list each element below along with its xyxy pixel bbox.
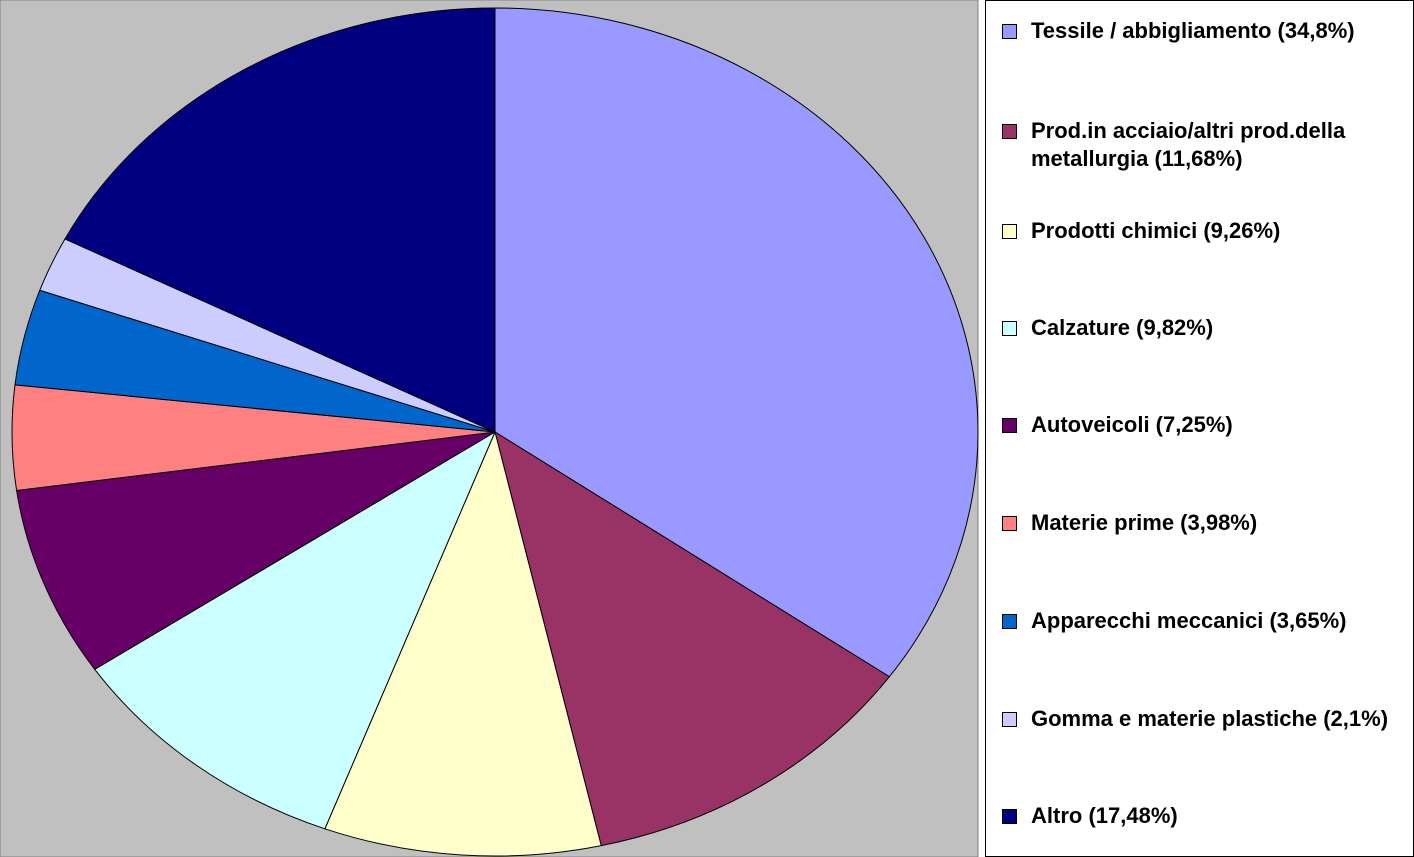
pie-slice xyxy=(324,430,602,857)
pie-slice xyxy=(93,430,497,830)
legend-swatch xyxy=(1002,224,1017,239)
legend-swatch xyxy=(1002,809,1017,824)
legend-swatch xyxy=(1002,321,1017,336)
legend-swatch xyxy=(1002,712,1017,727)
legend-label: Tessile / abbigliamento (34,8%) xyxy=(1031,18,1355,43)
legend-label: Prodotti chimici (9,26%) xyxy=(1031,218,1281,243)
legend-label: Gomma e materie plastiche (2,1%) xyxy=(1031,706,1389,731)
legend-swatch xyxy=(1002,418,1017,433)
legend-swatch xyxy=(1002,516,1017,531)
pie-slice xyxy=(64,7,496,433)
legend-label: Autoveicoli (7,25%) xyxy=(1031,412,1233,437)
legend-swatch xyxy=(1002,124,1017,139)
legend-label: Prod.in acciaio/altri prod.della metallu… xyxy=(1031,118,1346,171)
pie-slice xyxy=(16,431,496,670)
pie-slice xyxy=(494,430,891,847)
legend-label: Apparecchi meccanici (3,65%) xyxy=(1031,608,1347,633)
plot-area xyxy=(0,0,979,857)
legend-swatch xyxy=(1002,24,1017,39)
legend-label: Calzature (9,82%) xyxy=(1031,315,1214,340)
legend: Tessile / abbigliamento (34,8%) Prod.in a… xyxy=(985,0,1414,857)
legend-swatch xyxy=(1002,614,1017,629)
legend-label: Materie prime (3,98%) xyxy=(1031,510,1258,535)
pie-slice xyxy=(494,7,979,678)
legend-label: Altro (17,48%) xyxy=(1031,803,1178,828)
